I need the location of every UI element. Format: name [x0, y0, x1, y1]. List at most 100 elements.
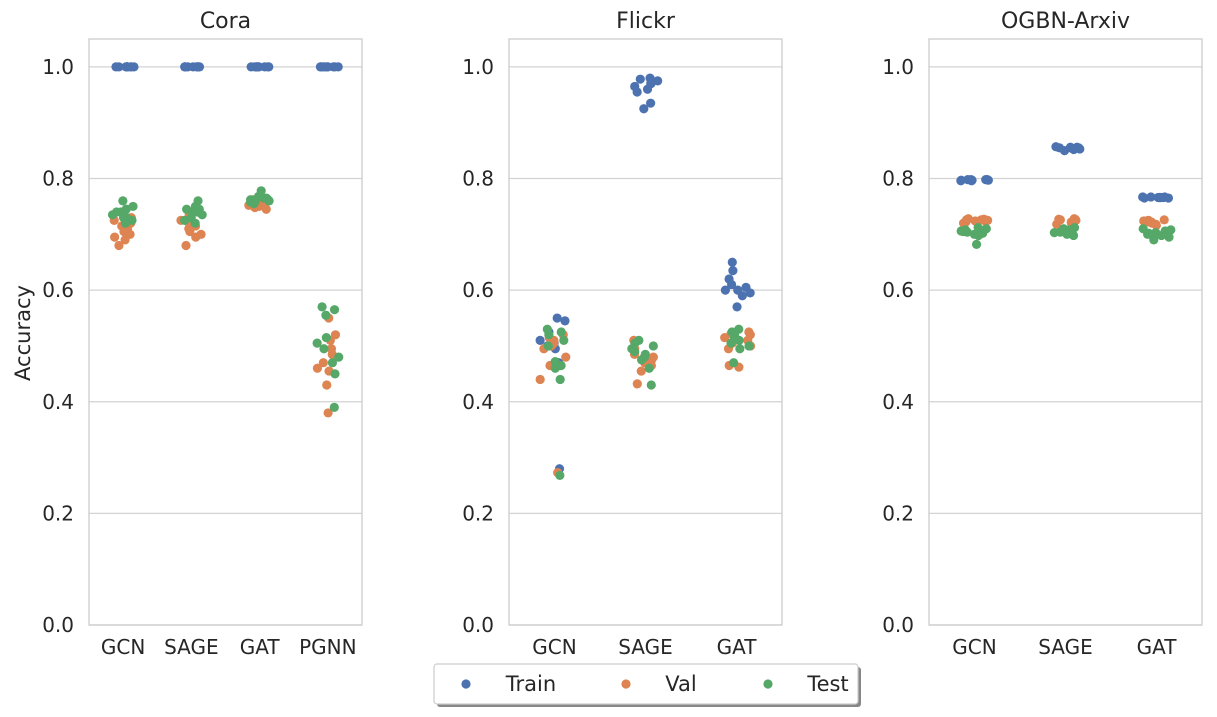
data-point	[1058, 226, 1068, 237]
data-point	[196, 229, 206, 239]
data-point	[630, 346, 640, 357]
data-point	[111, 62, 121, 72]
series-val	[109, 195, 341, 418]
data-point	[1052, 219, 1062, 229]
data-point	[1139, 216, 1149, 226]
data-point	[726, 338, 736, 348]
data-point	[1049, 228, 1059, 238]
axes-frame	[928, 38, 1203, 626]
data-point	[956, 176, 966, 186]
y-tick-label: 0.6	[42, 278, 74, 302]
data-point	[1068, 230, 1079, 241]
legend-label-val: Val	[665, 672, 696, 696]
data-point	[1164, 232, 1174, 242]
data-point	[646, 98, 656, 108]
data-point	[1138, 192, 1148, 202]
y-tick-label: 0.2	[42, 501, 74, 525]
data-point	[262, 194, 273, 204]
series-val	[958, 214, 1169, 231]
data-point	[639, 104, 649, 114]
data-point	[552, 313, 562, 323]
data-point	[560, 316, 570, 326]
x-tick-label: PGNN	[299, 635, 356, 659]
data-point	[1143, 229, 1153, 239]
data-point	[737, 291, 747, 301]
x-tick-label: GCN	[532, 635, 576, 659]
data-point	[1072, 143, 1082, 153]
y-tick-label: 0.4	[462, 390, 494, 414]
data-point	[312, 363, 323, 373]
data-point	[1070, 215, 1080, 225]
y-tick-label: 0.8	[462, 167, 494, 191]
data-point	[726, 279, 737, 290]
data-point	[646, 79, 656, 89]
data-point	[107, 210, 118, 220]
data-point	[981, 215, 992, 225]
data-point	[644, 363, 654, 373]
y-tick-label: 0.0	[462, 613, 494, 637]
panel-ogbn-arxiv: 0.0 0.2 0.4 0.6 0.8 1.0 OGBN-Arxiv GCN SAGE GAT	[882, 9, 1203, 659]
series-train	[535, 73, 755, 474]
data-point	[323, 408, 333, 418]
data-point	[253, 62, 263, 72]
data-point	[326, 344, 337, 354]
x-tick-label: SAGE	[164, 635, 219, 659]
data-point	[544, 330, 554, 340]
axes-frame	[508, 38, 783, 626]
legend-box	[433, 663, 859, 705]
data-point	[180, 215, 190, 225]
data-point	[185, 226, 195, 237]
y-tick-label: 0.2	[882, 501, 914, 525]
panel-cora: 0.0 0.2 0.4 0.6 0.8 1.0 Cora GCN SAGE GAT PGNN	[42, 9, 363, 659]
data-point	[636, 366, 646, 376]
data-point	[561, 352, 571, 362]
data-point	[318, 358, 328, 368]
data-point	[330, 369, 340, 379]
legend-label-test: Test	[806, 672, 848, 696]
data-point	[120, 235, 130, 245]
series-test	[956, 223, 1176, 249]
legend-label-train: Train	[505, 672, 556, 696]
panel-flickr: 0.0 0.2 0.4 0.6 0.8 1.0 Flickr GCN SAGE GAT	[462, 9, 783, 659]
data-point	[729, 358, 739, 368]
data-point	[329, 402, 339, 412]
legend-marker-train	[461, 679, 471, 689]
data-point	[312, 338, 322, 348]
x-tick-label: GAT	[240, 635, 281, 659]
data-point	[321, 310, 331, 320]
data-point	[181, 240, 191, 251]
data-point	[732, 302, 742, 312]
data-point	[550, 363, 560, 373]
data-point	[194, 204, 204, 214]
data-point	[648, 341, 658, 351]
data-point	[1159, 215, 1169, 225]
series-train	[111, 62, 343, 72]
data-point	[971, 239, 982, 249]
data-point	[555, 374, 565, 385]
x-tick-label: GAT	[717, 635, 758, 659]
panel-title: Flickr	[616, 9, 676, 34]
y-tick-label: 0.0	[42, 613, 74, 637]
data-point	[535, 335, 545, 345]
legend-marker-val	[621, 679, 631, 689]
data-point	[1065, 142, 1076, 152]
data-point	[744, 341, 754, 351]
panel-title: OGBN-Arxiv	[1001, 9, 1130, 34]
legend: Train Val Test	[433, 663, 861, 707]
data-point	[110, 232, 120, 242]
data-point	[632, 379, 642, 389]
data-point	[327, 358, 338, 368]
data-point	[116, 207, 126, 217]
data-point	[983, 175, 993, 185]
series-test	[542, 324, 754, 481]
data-point	[125, 62, 135, 72]
x-tick-label: GAT	[1137, 635, 1178, 659]
data-point	[194, 62, 204, 72]
data-point	[1149, 235, 1159, 245]
x-tick-label: SAGE	[1038, 635, 1093, 659]
data-point	[317, 62, 327, 72]
x-tick-label: GCN	[952, 635, 996, 659]
data-point	[973, 230, 984, 241]
series-train	[956, 142, 1174, 203]
